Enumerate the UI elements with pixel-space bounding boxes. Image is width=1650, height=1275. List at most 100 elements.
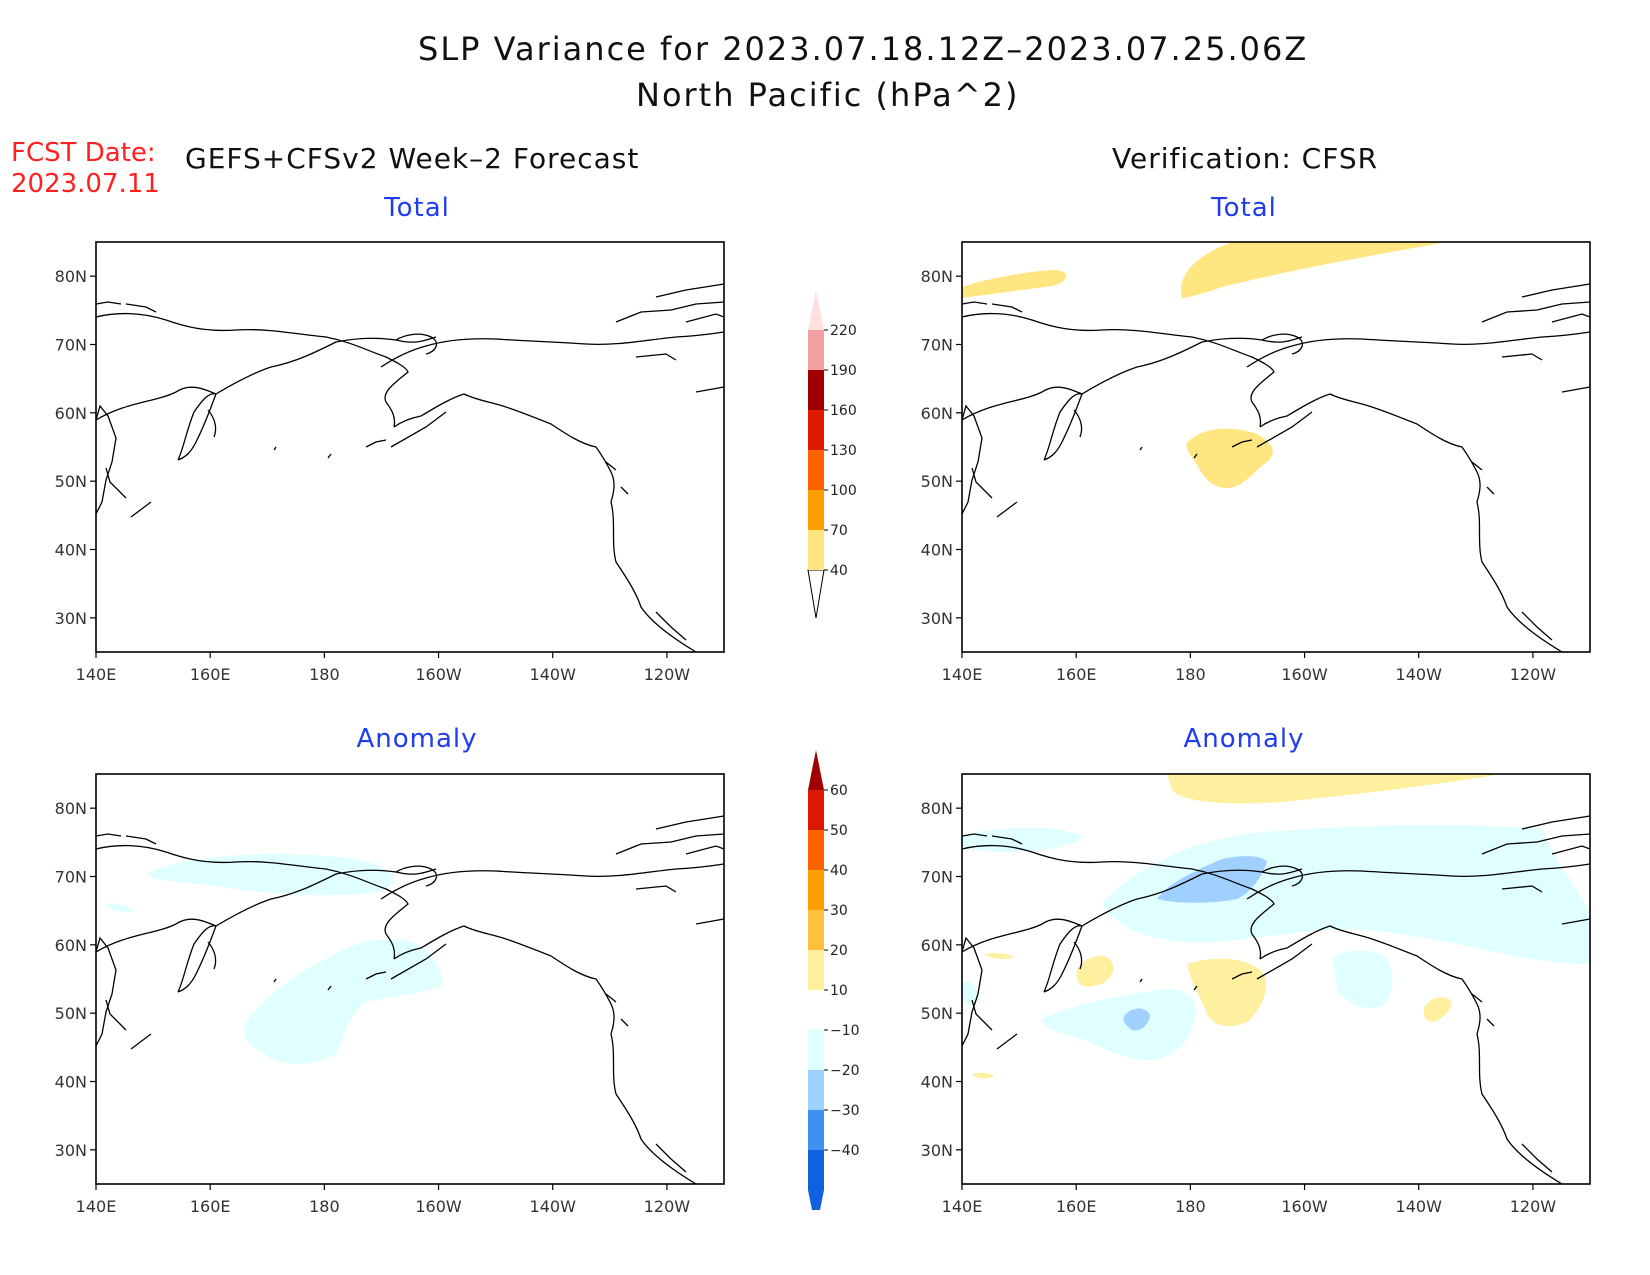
total-colorbar-bin [808,370,824,410]
lon-tick-label: 140W [1396,1197,1443,1216]
total-colorbar-label: 100 [830,483,857,499]
contours [962,242,1447,489]
coastline-segment [1261,865,1304,887]
coastline-segment [327,985,332,991]
lat-tick-label: 50N [55,472,87,491]
coastline-segment [1246,863,1591,900]
total-colorbar-bin [808,330,824,370]
coastline-segment [961,936,983,1047]
anomaly-colorbar-label: −30 [830,1103,860,1119]
coastline-segment [620,486,629,495]
variance-40-70-region [962,270,1067,298]
coastline-segment [95,833,122,837]
anomaly-colorbar: 60 50 40 30 20 10 −10 −20 −30 −40 [808,750,860,1210]
coastline-segment [1471,461,1483,471]
coastline-segment [1501,885,1543,893]
lat-tick-label: 70N [55,868,87,887]
coastline-segment [273,978,277,983]
lon-tick-label: 140E [76,665,117,684]
lon-tick-label: 140W [530,665,577,684]
coastline-segment [695,386,725,393]
contours [106,854,443,1064]
total-colorbar-bin [808,530,824,570]
coastline-segment [1073,941,1083,970]
coastline-segment [1261,333,1304,355]
coastline-segment [95,936,117,1047]
coastline-segment [635,353,677,361]
anomaly-positive-region [1423,997,1452,1022]
lon-tick-label: 180 [309,1197,340,1216]
lat-tick-label: 80N [55,267,87,286]
panel-title-forecast-total: Total [384,193,450,223]
coastline-segment [991,835,1023,845]
coastline-segment [1521,283,1591,298]
anomaly-negative-region [1042,989,1196,1061]
forecast-header: GEFS+CFSv2 Week–2 Forecast [185,142,640,175]
coastline-segment [365,439,387,448]
map-verification-total: 80N 70N 60N 50N 40N 30N 140E 160E 180 160W 140W 12… [921,241,1591,684]
coastline [95,283,725,653]
coastline-segment [605,993,617,1003]
coastline-segment [961,833,988,837]
lon-tick-label: 160W [415,1197,462,1216]
panel-title-forecast-anomaly: Anomaly [356,724,478,754]
lon-tick-label: 120W [644,1197,691,1216]
lat-tick-label: 50N [921,472,953,491]
anomaly-colorbar-bin [808,1070,824,1110]
coastline-segment [390,943,447,980]
coastline-segment [105,999,127,1031]
anomaly-positive-region [972,1072,994,1079]
lon-tick-label: 160W [415,665,462,684]
coastline-segment [1521,611,1553,641]
coastline-segment [685,313,725,323]
coastline-segment [685,845,725,855]
coastline-segment [1521,815,1591,830]
anomaly-colorbar-label: −20 [830,1063,860,1079]
coastline-segment [393,925,697,1185]
coastline-segment [395,865,438,887]
lon-tick-label: 180 [1175,1197,1206,1216]
map-forecast-total: 80N 70N 60N 50N 40N 30N 140E 160E 180 160W 140W 12… [55,241,725,684]
coastline-segment [1561,918,1591,925]
coastline-segment [1231,971,1253,980]
anomaly-colorbar-bin [808,950,824,990]
lon-tick-label: 120W [1510,665,1557,684]
main-title-line1: SLP Variance for 2023.07.18.12Z–2023.07.… [418,30,1309,68]
lat-tick-label: 80N [921,799,953,818]
anomaly-negative-region [962,827,1082,852]
lon-axis: 140E 160E 180 160W 140W 120W [76,1184,691,1216]
map-frame [961,241,1591,653]
coastline-segment [1501,353,1543,361]
lon-tick-label: 160E [190,665,231,684]
coastline-segment [961,868,1303,953]
anomaly-colorbar-bin [808,870,824,910]
total-colorbar-bins: 40 70 100 130 160 190 220 [807,290,857,618]
coastline-segment [1256,411,1313,448]
coastline-segment [95,868,437,953]
lon-tick-label: 160E [1056,1197,1097,1216]
coastline-segment [961,301,988,305]
coastline-segment [996,501,1018,518]
map-verification-anomaly: 80N 70N 60N 50N 40N 30N 140E 160E 180 160W 140W 12… [921,773,1591,1216]
coastline-segment [1139,978,1143,983]
total-colorbar-label: 130 [830,443,857,459]
coastline-segment [1521,1143,1553,1173]
coastline-segment [1551,313,1591,323]
coastline [95,815,725,1185]
lon-tick-label: 120W [644,665,691,684]
coastline-segment [1486,486,1495,495]
coastline-segment [1561,386,1591,393]
fcst-date-value: 2023.07.11 [11,169,160,199]
panel-title-verification-total: Total [1211,193,1277,223]
anomaly-colorbar-label: 20 [830,943,848,959]
lon-tick-label: 140E [76,1197,117,1216]
total-colorbar-label: 70 [830,523,848,539]
map-frame [95,773,725,1185]
lon-axis: 140E 160E 180 160W 140W 120W [76,652,691,684]
coastline-segment [95,404,117,515]
lon-axis: 140E 160E 180 160W 140W 120W [942,652,1557,684]
anomaly-colorbar-bottom-tip [808,1190,824,1210]
lat-axis: 80N 70N 60N 50N 40N 30N [55,267,96,628]
coastline [961,283,1591,653]
anomaly-negative-mid-region [1157,856,1267,903]
